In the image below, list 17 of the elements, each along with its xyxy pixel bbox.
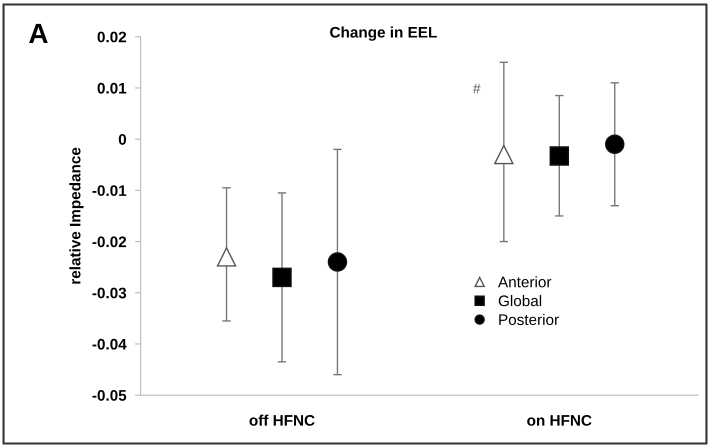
x-tick-label: off HFNC	[250, 414, 315, 426]
text: A	[29, 24, 48, 44]
y-tick-label: -0.02	[92, 236, 126, 248]
chart-title: Change in EEL	[330, 26, 437, 41]
y-tick-label: -0.01	[92, 185, 126, 196]
y-tick-label: -0.04	[92, 338, 127, 350]
y-tick-label: -0.03	[92, 288, 126, 298]
y-tick-label: 0.01	[98, 82, 126, 94]
legend-label: Posterior	[499, 314, 559, 326]
y-tick-label: -0.05	[92, 390, 126, 401]
y-tick-label: 0	[118, 134, 126, 145]
x-tick-label: on HFNC	[527, 414, 592, 426]
y-tick-label: 0.02	[98, 32, 126, 42]
annotation: #	[472, 84, 481, 94]
legend-label: Anterior	[498, 276, 552, 288]
y-axis-title: relative Impedance	[69, 148, 84, 284]
legend-label: Global	[498, 295, 542, 306]
